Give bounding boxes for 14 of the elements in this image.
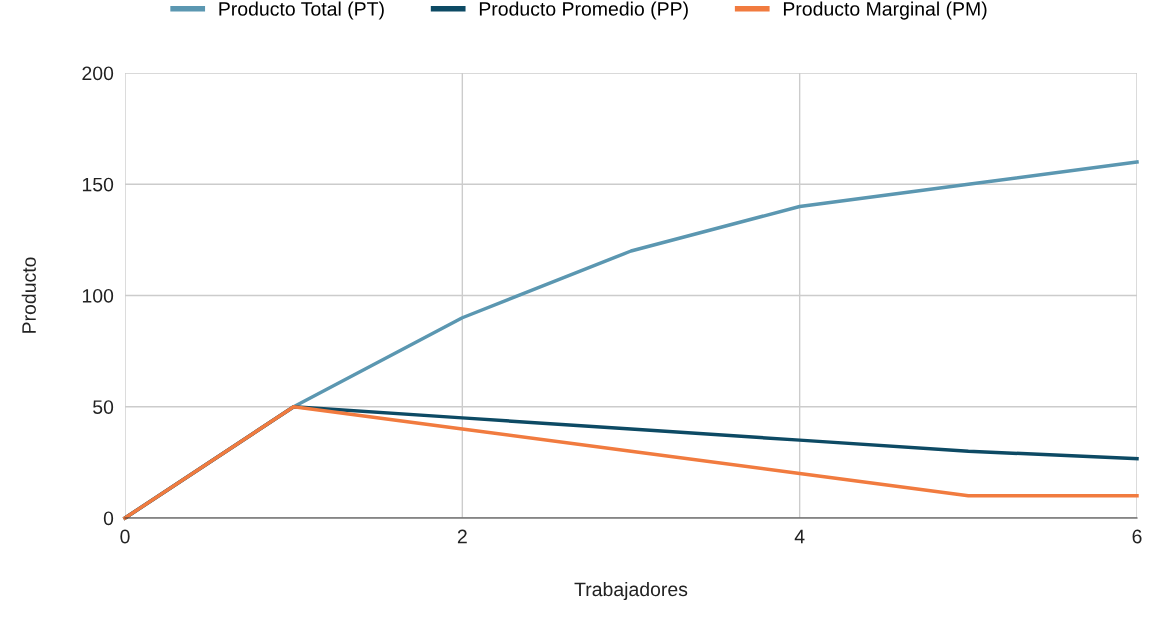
x-tick-label: 2 — [457, 529, 467, 544]
y-tick-label: 100 — [82, 288, 114, 303]
x-tick-label: 0 — [120, 529, 130, 544]
x-tick-label: 6 — [1132, 529, 1142, 544]
y-tick-label: 50 — [93, 400, 114, 414]
legend-label: Producto Promedio (PP) — [479, 1, 688, 20]
y-tick-label: 150 — [82, 177, 114, 192]
x-axis-title: Trabajadores — [574, 581, 688, 601]
y-tick-label: 200 — [82, 66, 114, 81]
y-tick-label: 0 — [103, 511, 114, 526]
y-axis-title: Producto — [21, 257, 36, 333]
x-tick-label: 4 — [794, 529, 805, 544]
legend-label: Producto Marginal (PM) — [783, 1, 987, 20]
legend-label: Producto Total (PT) — [219, 1, 384, 20]
